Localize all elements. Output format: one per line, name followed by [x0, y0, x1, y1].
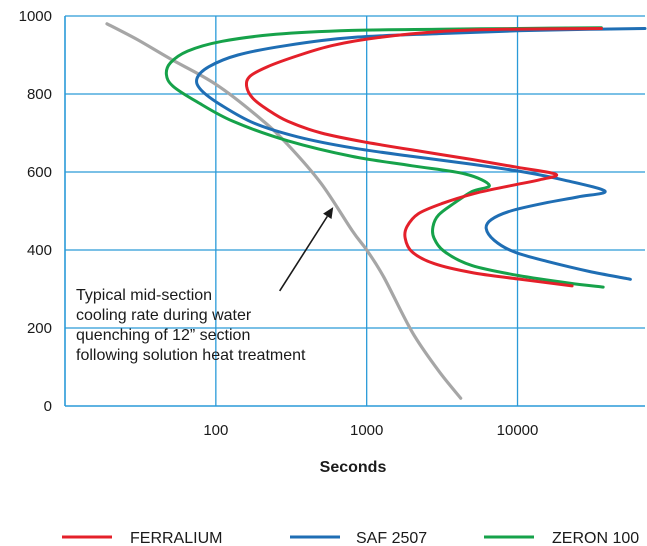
annotation-line-4: following solution heat treatment	[76, 347, 306, 364]
annotation-arrow-head	[323, 207, 333, 219]
annotation-line-3: quenching of 12” section	[76, 327, 250, 344]
annotation: Typical mid-section cooling rate during …	[76, 207, 333, 364]
y-tick-label: 0	[44, 398, 52, 415]
series-line-saf-2507	[197, 29, 645, 280]
annotation-line-2: cooling rate during water	[76, 307, 252, 324]
legend-label-ferralium: FERRALIUM	[130, 530, 222, 546]
x-axis-title: Seconds	[320, 459, 387, 476]
axes: 0 200 400 600 800 1000 100 1000 10000	[19, 8, 645, 439]
legend-label-zeron-100: ZERON 100	[552, 530, 639, 546]
y-tick-label: 400	[27, 242, 52, 259]
y-tick-label: 1000	[19, 8, 52, 25]
series-line-zeron-100	[166, 28, 603, 287]
legend: FERRALIUM SAF 2507 ZERON 100	[62, 530, 639, 546]
y-tick-label: 200	[27, 320, 52, 337]
x-tick-label: 10000	[497, 422, 539, 439]
legend-label-saf-2507: SAF 2507	[356, 530, 427, 546]
annotation-arrow	[280, 216, 328, 291]
x-tick-label: 1000	[350, 422, 383, 439]
y-tick-label: 600	[27, 164, 52, 181]
y-tick-label: 800	[27, 86, 52, 103]
annotation-line-1: Typical mid-section	[76, 287, 212, 304]
x-tick-label: 100	[203, 422, 228, 439]
